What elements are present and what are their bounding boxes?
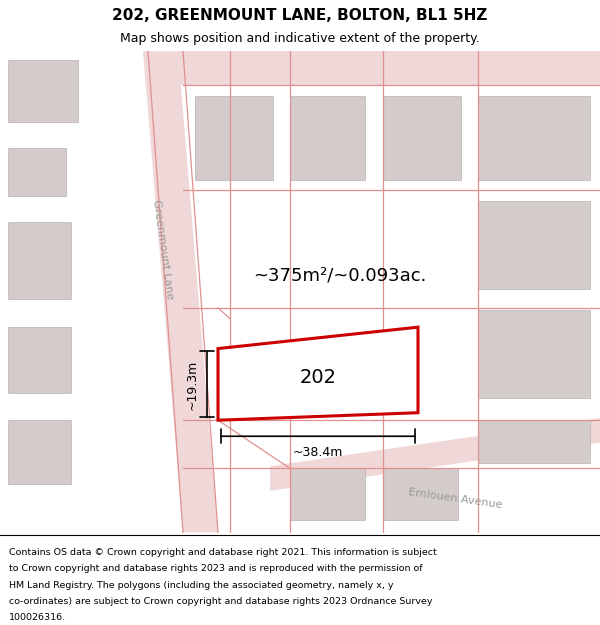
- Polygon shape: [178, 51, 600, 86]
- Text: 100026316.: 100026316.: [9, 613, 66, 622]
- Polygon shape: [143, 51, 218, 532]
- Text: ~38.4m: ~38.4m: [293, 446, 343, 459]
- Bar: [8, 420, 71, 484]
- Text: 202: 202: [299, 368, 337, 387]
- Bar: [383, 96, 461, 179]
- Text: ~19.3m: ~19.3m: [185, 359, 199, 409]
- Bar: [478, 201, 590, 289]
- Bar: [290, 468, 365, 519]
- Bar: [8, 222, 71, 299]
- Polygon shape: [218, 327, 418, 420]
- Text: Ernlouen Avenue: Ernlouen Avenue: [407, 487, 503, 510]
- Text: ~375m²/~0.093ac.: ~375m²/~0.093ac.: [253, 267, 427, 285]
- Bar: [8, 60, 78, 122]
- Bar: [478, 310, 590, 398]
- Polygon shape: [270, 418, 600, 491]
- Bar: [8, 148, 66, 196]
- Text: co-ordinates) are subject to Crown copyright and database rights 2023 Ordnance S: co-ordinates) are subject to Crown copyr…: [9, 597, 433, 606]
- Text: Greenmount Lane: Greenmount Lane: [151, 199, 175, 299]
- Bar: [383, 468, 458, 519]
- Bar: [478, 96, 590, 179]
- Text: Map shows position and indicative extent of the property.: Map shows position and indicative extent…: [120, 32, 480, 45]
- Bar: [195, 96, 273, 179]
- Text: HM Land Registry. The polygons (including the associated geometry, namely x, y: HM Land Registry. The polygons (includin…: [9, 581, 394, 589]
- Bar: [290, 96, 365, 179]
- Text: to Crown copyright and database rights 2023 and is reproduced with the permissio: to Crown copyright and database rights 2…: [9, 564, 422, 573]
- Text: Contains OS data © Crown copyright and database right 2021. This information is : Contains OS data © Crown copyright and d…: [9, 548, 437, 558]
- Text: 202, GREENMOUNT LANE, BOLTON, BL1 5HZ: 202, GREENMOUNT LANE, BOLTON, BL1 5HZ: [112, 8, 488, 23]
- Bar: [8, 327, 71, 394]
- Bar: [478, 420, 590, 463]
